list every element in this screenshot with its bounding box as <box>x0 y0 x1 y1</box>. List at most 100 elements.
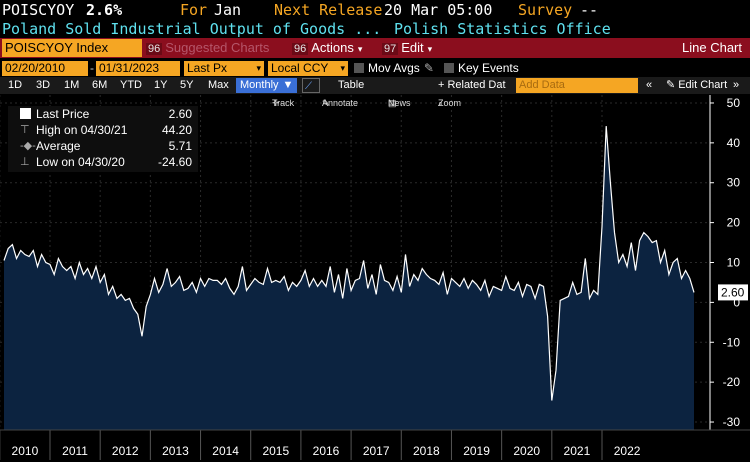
legend-last-price-value: 2.60 <box>168 107 192 121</box>
currency-select[interactable]: Local CCY ▾ <box>268 61 348 76</box>
series-area <box>4 126 694 430</box>
survey-value: -- <box>580 1 599 19</box>
legend-swatch <box>20 108 31 119</box>
security-input[interactable]: POISCYOY Index <box>2 39 142 57</box>
chart-area[interactable]: 50 40 30 20 10 0 -10 -20 -30 2010 2011 2012 2013 201… <box>0 95 750 462</box>
y-tick-label: -10 <box>723 335 741 349</box>
edit-number: 97 <box>382 43 399 55</box>
x-tick-label: 2019 <box>463 444 490 458</box>
next-release-label: Next Release <box>274 1 383 19</box>
y-tick-label: 40 <box>727 136 741 150</box>
range-5y-button[interactable]: 5Y <box>180 79 194 91</box>
last-value-label: 2.60 <box>721 285 745 299</box>
legend-average-label: Average <box>36 139 81 153</box>
x-tick-label: 2016 <box>313 444 340 458</box>
chart-style-button[interactable]: ⟋ <box>302 78 320 93</box>
start-date-input[interactable]: 02/20/2010 <box>2 61 88 76</box>
field-select-value: Last Px <box>187 61 228 75</box>
next-release-value: 20 Mar 05:00 <box>384 1 493 19</box>
pencil-icon: ✎ <box>423 61 434 75</box>
range-1m-button[interactable]: 1M <box>64 79 80 91</box>
legend-high-label: High on 04/30/21 <box>36 123 128 137</box>
table-button[interactable]: Table <box>338 79 365 91</box>
chart-legend: Last Price 2.60 ⊤ High on 04/30/21 44.20… <box>8 106 198 172</box>
end-date-input[interactable]: 01/31/2023 <box>96 61 180 76</box>
range-1d-button[interactable]: 1D <box>8 79 23 91</box>
zoom-label: Zoom <box>438 98 462 108</box>
x-axis: 2010 2011 2012 2013 2014 2015 2016 2017 2018 2019… <box>0 429 750 460</box>
chart-type-label: Line Chart <box>682 40 742 55</box>
range-6m-button[interactable]: 6M <box>92 79 108 91</box>
pencil-icon: ✎ <box>666 79 676 91</box>
chevron-down-icon: ▾ <box>256 63 261 73</box>
pencil-icon: ✎ <box>322 98 330 108</box>
y-tick-label: 10 <box>727 256 741 270</box>
x-tick-label: 2020 <box>513 444 540 458</box>
menu-bar: POISCYOY Index 96 Suggested Charts 96 Acti… <box>0 38 750 58</box>
legend-last-price-label: Last Price <box>36 107 90 121</box>
expand-icon[interactable]: » <box>733 79 740 91</box>
series-line <box>3 126 695 401</box>
mov-avgs-label: Mov Avgs <box>368 61 420 75</box>
x-tick-label: 2011 <box>62 444 88 458</box>
checkbox-icon <box>444 63 454 73</box>
range-max-button[interactable]: Max <box>208 79 229 91</box>
average-marker-icon: -◆- <box>20 140 36 152</box>
related-data-button[interactable]: + Related Dat <box>438 77 506 94</box>
legend-last-price: Last Price 2.60 <box>8 106 198 122</box>
suggested-charts-label: Suggested Charts <box>165 40 270 55</box>
x-tick-label: 2010 <box>12 444 39 458</box>
frequency-value: Monthly <box>240 79 279 91</box>
x-tick-label: 2014 <box>212 444 239 458</box>
actions-menu[interactable]: 96 Actions ▾ <box>292 38 362 59</box>
zoom-icon: ⌕ <box>438 98 444 108</box>
line-chart-icon: ⟋ <box>305 81 312 92</box>
ticker-label: POISCYOY <box>2 1 75 19</box>
y-tick-label: 30 <box>727 176 741 190</box>
data-source: Polish Statistics Office <box>394 20 611 38</box>
add-data-input[interactable]: Add Data <box>516 78 638 93</box>
high-marker-icon: ⊤ <box>20 124 30 136</box>
x-tick-label: 2022 <box>614 444 641 458</box>
mov-avgs-toggle[interactable]: Mov Avgs ✎ <box>354 60 434 77</box>
last-value-box <box>718 284 748 301</box>
collapse-icon[interactable]: « <box>646 79 653 91</box>
y-axis: 50 40 30 20 10 0 -10 -20 -30 <box>710 96 740 429</box>
chevron-down-icon: ▾ <box>427 44 433 54</box>
security-header: POISCYOY 2.6% For Jan Next Release 20 Ma… <box>0 0 750 20</box>
legend-low: ⊥ Low on 04/30/20 -24.60 <box>8 154 198 170</box>
actions-number: 96 <box>292 43 309 55</box>
suggested-charts-button[interactable]: 96 Suggested Charts <box>146 38 269 59</box>
last-value-marker: 2.60 <box>718 284 748 301</box>
edit-chart-label: Edit Chart <box>678 79 728 91</box>
legend-average: -◆- Average 5.71 <box>8 138 198 154</box>
range-ytd-button[interactable]: YTD <box>120 79 142 91</box>
range-1y-button[interactable]: 1Y <box>154 79 168 91</box>
chevron-down-icon: ▾ <box>340 63 345 73</box>
key-events-label: Key Events <box>458 61 519 75</box>
edit-chart-button[interactable]: ✎ Edit Chart <box>666 77 727 94</box>
range-3d-button[interactable]: 3D <box>36 79 51 91</box>
legend-high-value: 44.20 <box>161 123 192 137</box>
security-description-bar: Poland Sold Industrial Output of Goods .… <box>0 20 750 38</box>
edit-menu[interactable]: 97 Edit ▾ <box>382 38 432 59</box>
checkbox-icon <box>354 63 364 73</box>
currency-select-value: Local CCY <box>271 61 329 75</box>
y-tick-label: 20 <box>727 216 741 230</box>
plus-icon: + <box>438 79 445 91</box>
related-data-label: Related Dat <box>447 79 506 91</box>
legend-low-label: Low on 04/30/20 <box>36 155 125 169</box>
chevron-down-icon: ▾ <box>357 44 363 54</box>
chart-controls: 02/20/2010 - 01/31/2023 Last Px ▾ Local C… <box>0 60 750 77</box>
x-tick-label: 2012 <box>112 444 139 458</box>
last-value: 2.6% <box>86 1 123 19</box>
frequency-select[interactable]: Monthly ▼ <box>236 78 298 93</box>
key-events-toggle[interactable]: Key Events <box>444 60 519 77</box>
for-period: Jan <box>214 1 242 19</box>
news-icon: ▤ <box>388 98 397 108</box>
field-select[interactable]: Last Px ▾ <box>184 61 264 76</box>
y-tick-label: 0 <box>733 295 740 309</box>
legend-low-value: -24.60 <box>157 155 192 169</box>
edit-label: Edit <box>401 40 424 55</box>
